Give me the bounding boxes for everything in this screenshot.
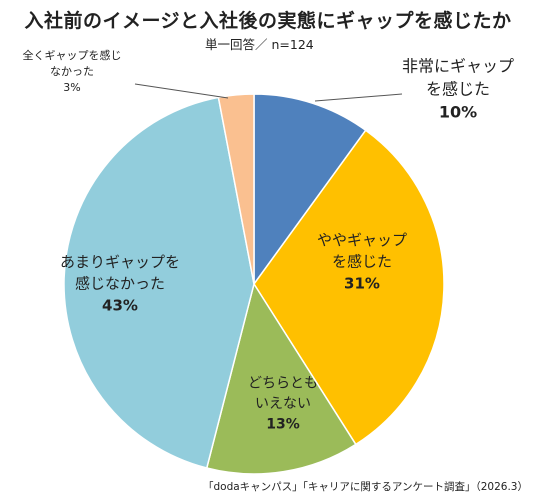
leader-line-1 — [314, 93, 403, 102]
pie-slice-1 — [253, 93, 367, 287]
slice-category-label-3: どちらとも — [248, 376, 318, 392]
pie-slice-4 — [63, 96, 255, 469]
pie-slice-2 — [253, 129, 445, 446]
slice-category-label-2: を感じた — [332, 253, 392, 271]
pie-slice-3 — [205, 282, 357, 475]
slice-category-label-5: なかった — [50, 65, 94, 78]
slice-category-label-1: を感じた — [426, 80, 490, 99]
slice-value-label-5: 3% — [63, 81, 80, 94]
source-note: 「dodaキャンパス」「キャリアに関するアンケート調査」（2026.3） — [202, 481, 528, 493]
slice-value-label-2: 31% — [344, 274, 380, 292]
pie-slice-5 — [217, 93, 255, 285]
slice-category-label-1: 非常にギャップ — [402, 56, 514, 75]
chart-title: 入社前のイメージと入社後の実態にギャップを感じたか — [24, 10, 512, 32]
chart-subtitle: 単一回答／ n=124 — [205, 37, 314, 52]
slice-category-label-2: ややギャップ — [317, 231, 407, 249]
slice-value-label-3: 13% — [266, 416, 300, 432]
slice-category-label-5: 全くギャップを感じ — [23, 48, 122, 62]
slice-category-label-4: あまりギャップを — [60, 253, 180, 271]
slice-category-label-3: いえない — [255, 396, 311, 412]
slice-value-label-1: 10% — [439, 103, 477, 122]
leader-line-5 — [134, 83, 229, 99]
slice-category-label-4: 感じなかった — [75, 275, 165, 293]
slice-value-label-4: 43% — [102, 296, 138, 314]
